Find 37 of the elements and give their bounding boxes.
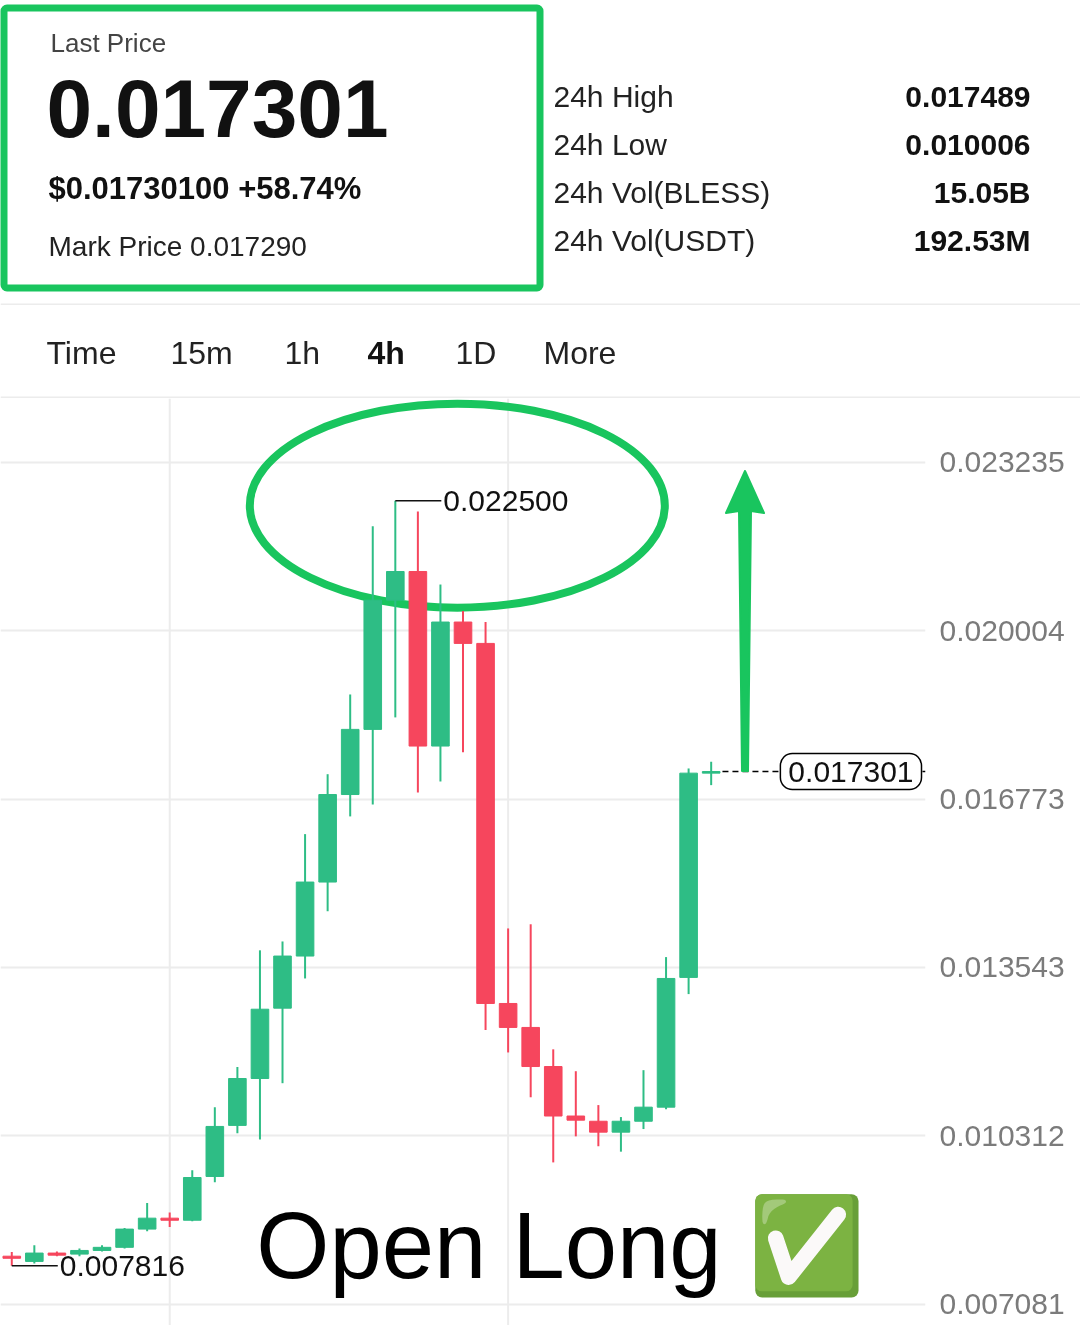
text: More: [543, 334, 617, 371]
text: Last Price: [50, 27, 167, 58]
annotation: Open Long ✅: [256, 1192, 865, 1299]
text: $0.01730100 +58.74%: [48, 171, 362, 206]
candlestick: [611, 1116, 631, 1153]
annotation: 0.007816: [59, 1248, 185, 1282]
candlestick: [701, 760, 721, 787]
y-tick-label: 0.016773: [939, 782, 1065, 816]
text: 24h Vol(BLESS): [553, 176, 771, 209]
candlestick: [566, 1070, 586, 1138]
text: 24h Vol(USDT): [553, 224, 756, 257]
text: 15m: [170, 334, 233, 371]
text: 0.017301: [46, 63, 389, 154]
candlestick: [453, 610, 473, 754]
text: 15.05B: [933, 176, 1031, 209]
y-tick-label: 0.013543: [939, 950, 1065, 984]
y-tick-label: 0.010312: [939, 1118, 1065, 1152]
text: 0.017489: [905, 79, 1031, 113]
text: Time: [46, 334, 117, 371]
candlestick: [589, 1104, 608, 1148]
text: 24h High: [553, 80, 674, 113]
candlestick: [634, 1069, 653, 1131]
ref-line-label: 0.017301: [788, 754, 914, 788]
annotation: 0.022500: [443, 483, 569, 517]
text: 1D: [455, 334, 497, 371]
text: 0.010006: [905, 127, 1031, 161]
y-tick-label: 0.007081: [939, 1287, 1065, 1321]
y-tick-label: 0.023235: [939, 445, 1065, 479]
text: 1h: [284, 334, 321, 371]
text: 192.53M: [913, 224, 1031, 257]
y-tick-label: 0.020004: [939, 613, 1065, 647]
candlestick: [498, 927, 518, 1054]
text: Mark Price 0.017290: [48, 231, 307, 262]
candlestick: [137, 1202, 157, 1233]
text: 24h Low: [553, 128, 668, 161]
text: 4h: [367, 334, 405, 371]
candlestick: [25, 1244, 44, 1265]
